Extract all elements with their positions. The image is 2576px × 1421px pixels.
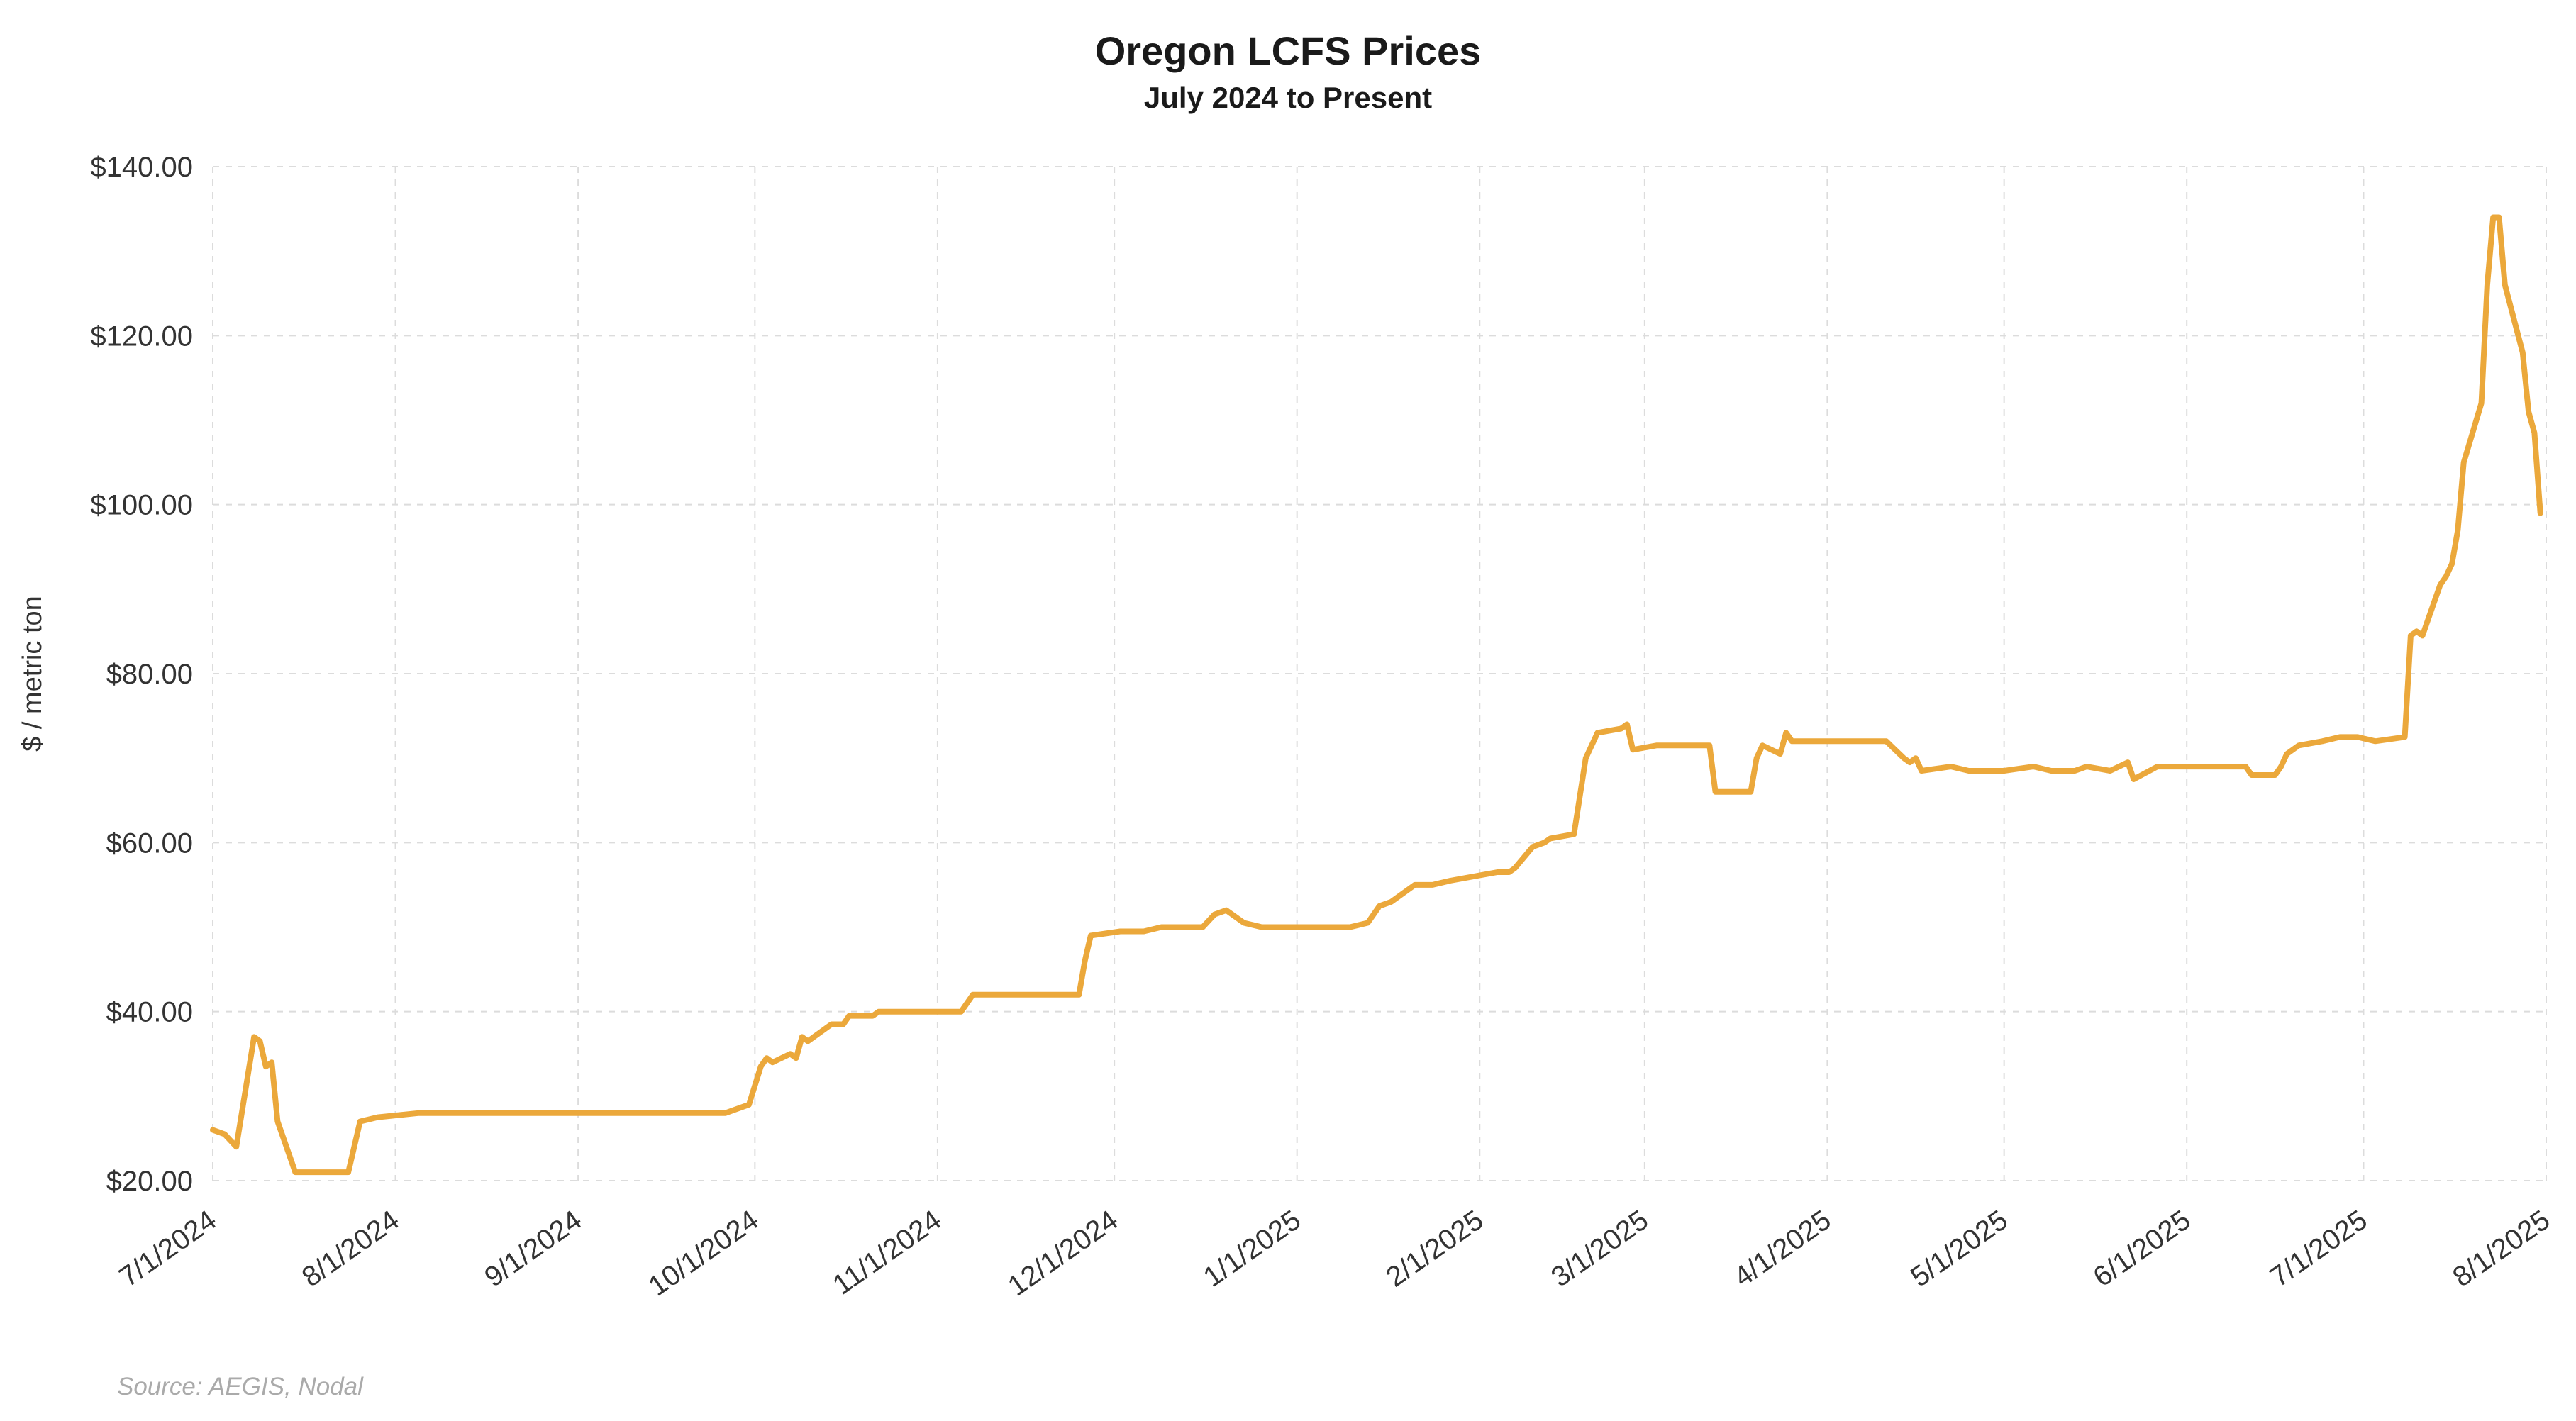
x-axis-tick-label: 9/1/2024 xyxy=(479,1204,587,1293)
y-axis-tick-label: $140.00 xyxy=(90,152,193,183)
y-axis-tick-label: $100.00 xyxy=(90,490,193,521)
price-line-series xyxy=(210,214,2543,1176)
x-axis-tick-label: 7/1/2025 xyxy=(2265,1204,2373,1293)
x-axis-tick-label: 11/1/2024 xyxy=(827,1204,947,1300)
y-axis-tick-label: $40.00 xyxy=(106,997,193,1028)
x-axis-tick-label: 5/1/2025 xyxy=(1905,1204,2014,1293)
x-axis-tick-label: 12/1/2024 xyxy=(1002,1204,1123,1302)
x-axis-tick-label: 2/1/2025 xyxy=(1381,1204,1489,1293)
x-axis-tick-label: 3/1/2025 xyxy=(1545,1204,1654,1293)
y-axis-tick-label: $120.00 xyxy=(90,321,193,352)
x-axis-tick-label: 8/1/2025 xyxy=(2447,1204,2555,1293)
x-axis-tick-label: 10/1/2024 xyxy=(643,1204,764,1302)
x-axis-tick-label: 6/1/2025 xyxy=(2088,1204,2197,1293)
x-axis-tick-label: 1/1/2025 xyxy=(1198,1204,1306,1293)
y-axis-tick-label: $20.00 xyxy=(106,1166,193,1197)
y-axis-tick-label: $80.00 xyxy=(106,659,193,690)
y-axis-title: $ / metric ton xyxy=(18,596,48,752)
x-axis-tick-label: 7/1/2024 xyxy=(113,1204,222,1293)
y-axis-tick-label: $60.00 xyxy=(106,827,193,859)
x-axis-tick-label: 4/1/2025 xyxy=(1728,1204,1837,1293)
x-axis-tick-label: 8/1/2024 xyxy=(296,1204,405,1293)
